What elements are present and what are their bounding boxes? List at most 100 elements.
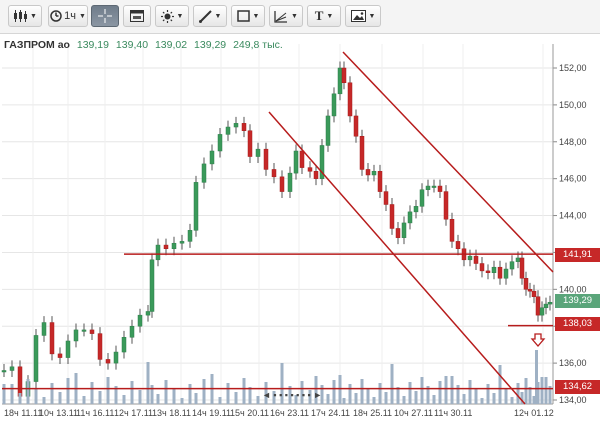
candle-body — [149, 259, 155, 312]
time-tick-label: 12ч 01.12 — [514, 408, 554, 418]
candle-body — [437, 185, 443, 192]
candle-body — [97, 333, 103, 360]
candle-body — [371, 171, 377, 176]
time-tick-label: 11ч 16.11 — [76, 408, 114, 418]
scroll-handle[interactable]: ◄ ▪ ▪ ▪ ▪ ▪ ▪ ▪ ► — [262, 390, 322, 400]
current-price-tag: 139,29 — [555, 294, 600, 308]
volume-bar — [248, 387, 252, 404]
candle-body — [287, 172, 293, 192]
candlestick-icon — [13, 10, 28, 22]
window-button[interactable] — [123, 5, 151, 27]
text-tool-button[interactable]: T ▼ — [307, 5, 341, 27]
volume-bar — [218, 397, 222, 404]
volume-bar — [42, 397, 46, 404]
candle-body — [389, 204, 395, 229]
volume-bar — [242, 378, 246, 404]
volume-bar — [300, 381, 304, 404]
chevron-down-icon: ▼ — [291, 12, 298, 20]
timeframe-button[interactable]: 1ч ▼ — [48, 5, 88, 27]
candle-body — [325, 115, 331, 146]
open-value: 139,19 — [76, 39, 109, 51]
volume-bar — [18, 393, 22, 404]
fibonacci-button[interactable]: ▼ — [269, 5, 303, 27]
candle-body — [89, 329, 95, 334]
candle-body — [299, 150, 305, 168]
volume-bar — [256, 396, 260, 404]
volume-bar — [234, 392, 238, 404]
candle-body — [293, 150, 299, 174]
crosshair-button[interactable] — [91, 5, 119, 27]
volume-bar — [456, 385, 460, 404]
candle-body — [503, 268, 509, 279]
indicators-button[interactable]: ▼ — [155, 5, 189, 27]
down-arrow-icon — [530, 333, 546, 347]
volume-bar — [378, 383, 382, 404]
candle-body — [365, 169, 371, 176]
volume-bar — [2, 384, 6, 404]
candle-body — [145, 311, 151, 316]
candle-body — [455, 241, 461, 250]
volume-bar — [420, 377, 424, 404]
candle-body — [527, 289, 533, 292]
candle-body — [519, 257, 525, 279]
chart-toolbar: ▼ 1ч ▼ ▼ ▼ ▼ ▼ T ▼ ▼ — [0, 0, 600, 34]
price-tick-label: 150,00 — [559, 100, 587, 110]
volume-bar — [426, 386, 430, 404]
candle-body — [241, 123, 247, 131]
channel-upper-line — [342, 51, 554, 273]
candle-body — [57, 353, 63, 358]
candle-body — [467, 255, 473, 261]
candle-body — [201, 163, 207, 183]
candle-body — [1, 370, 7, 373]
volume-bar — [272, 391, 276, 404]
volume-bar — [332, 380, 336, 404]
volume-bar — [414, 391, 418, 404]
time-tick-label: 18ч 25.11 — [353, 408, 392, 418]
clock-icon — [50, 10, 62, 22]
volume-bar — [326, 394, 330, 404]
volume-bar — [114, 386, 118, 404]
volume-bar — [528, 387, 532, 404]
candle-body — [193, 182, 199, 231]
volume-bar — [516, 383, 520, 404]
price-tick-label: 152,00 — [559, 63, 587, 73]
candle-body — [395, 228, 401, 238]
volume-bar — [90, 382, 94, 404]
time-tick-label: 16ч 23.11 — [270, 408, 309, 418]
candle-body — [341, 67, 347, 84]
volume-bar — [164, 380, 168, 404]
volume-bar — [66, 378, 70, 404]
volume-bar — [188, 384, 192, 404]
candle-body — [263, 148, 269, 170]
chevron-down-icon: ▼ — [30, 12, 37, 20]
shape-tool-button[interactable]: ▼ — [231, 5, 265, 27]
line-tool-button[interactable]: ▼ — [193, 5, 227, 27]
price-chart[interactable]: 152,00150,00148,00146,00144,00142,00140,… — [0, 34, 600, 422]
close-value: 139,29 — [194, 39, 227, 51]
chart-type-button[interactable]: ▼ — [8, 5, 42, 27]
volume-value: 249,8 тыс. — [233, 39, 283, 51]
chevron-down-icon: ▼ — [214, 12, 222, 20]
volume-bar — [10, 384, 14, 404]
candle-body — [279, 176, 285, 192]
volume-bar — [180, 398, 184, 404]
image-tool-button[interactable]: ▼ — [345, 5, 381, 27]
candle-body — [425, 185, 431, 190]
volume-bar — [432, 395, 436, 404]
level-tag-138: 138,03 — [555, 317, 600, 331]
volume-bar — [308, 390, 312, 404]
candle-body — [543, 303, 549, 309]
volume-bar — [408, 382, 412, 404]
time-tick-label: 17ч 24.11 — [311, 408, 350, 418]
candle-body — [419, 189, 425, 207]
price-tick-label: 148,00 — [559, 137, 587, 147]
candle-body — [271, 169, 277, 178]
instrument-name: ГАЗПРОМ ао — [4, 39, 70, 51]
time-tick-label: 12ч 17.11 — [114, 408, 153, 418]
time-tick-label: 14ч 19.11 — [192, 408, 231, 418]
image-icon — [350, 10, 366, 22]
price-tick-label: 144,00 — [559, 211, 587, 221]
candle-body — [491, 266, 497, 273]
candle-body — [523, 278, 529, 290]
rectangle-icon — [236, 10, 250, 22]
